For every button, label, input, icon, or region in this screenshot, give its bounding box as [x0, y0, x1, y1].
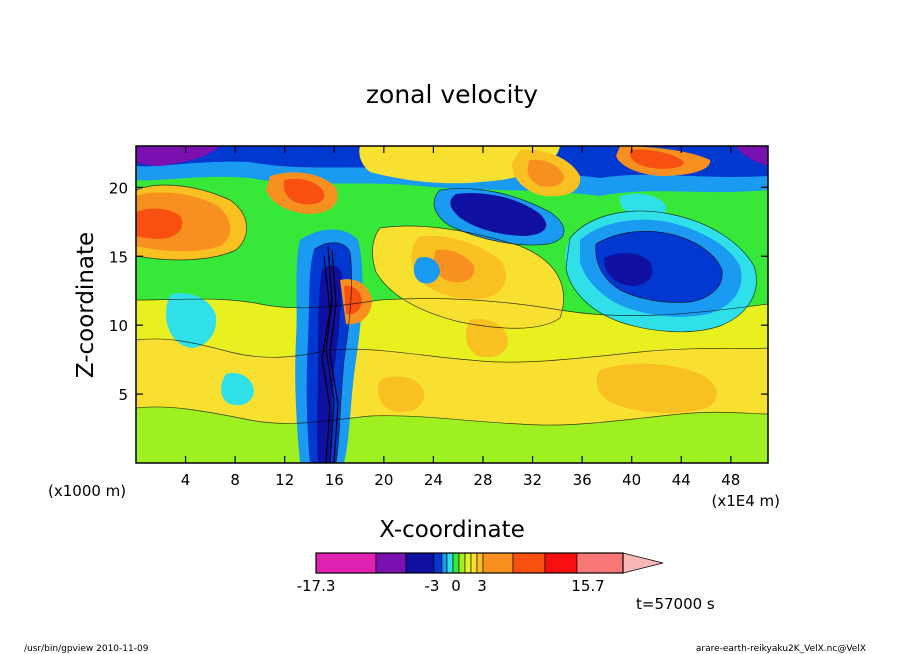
x-tick-label: 20 [374, 471, 393, 489]
colorbar-segment [470, 552, 478, 574]
colorbar-segment [464, 552, 472, 574]
footer-right: arare-earth-reikyaku2K_VelX.nc@VelX [696, 644, 866, 654]
footer-left: /usr/bin/gpview 2010-11-09 [24, 644, 149, 654]
colorbar-segment [458, 552, 466, 574]
colorbar-segment [433, 552, 443, 574]
x-axis: 4 8 12 16 20 24 28 32 36 40 44 48 [181, 146, 740, 489]
x-tick-label: 24 [424, 471, 443, 489]
plot-frame [135, 145, 769, 464]
y-tick-label: 20 [109, 179, 128, 197]
colorbar-tick-label: -3 [425, 577, 440, 595]
y-axis-label: Z-coordinate [73, 232, 99, 378]
x-tick-label: 16 [325, 471, 344, 489]
colorbar-max-label: 15.7 [571, 577, 604, 595]
colorbar-segment [576, 552, 624, 574]
x-tick-label: 28 [473, 471, 492, 489]
x-tick-label: 36 [573, 471, 592, 489]
colorbar-segment [405, 552, 435, 574]
x-axis-label: X-coordinate [379, 517, 525, 543]
colorbar-tick-label: 0 [451, 577, 461, 595]
chart-title: zonal velocity [366, 80, 538, 109]
x-tick-label: 12 [275, 471, 294, 489]
colorbar-segment [512, 552, 546, 574]
time-label: t=57000 s [636, 595, 715, 613]
y-tick-label: 5 [118, 386, 128, 404]
colorbar-arrow [622, 552, 664, 574]
colorbar-segment [482, 552, 514, 574]
plot-area [136, 146, 768, 463]
x-tick-label: 32 [523, 471, 542, 489]
colorbar-frame [315, 552, 624, 574]
colorbar-segment [544, 552, 578, 574]
colorbar-segment [441, 552, 448, 574]
x-tick-label: 48 [721, 471, 740, 489]
colorbar: -17.3 -3 0 3 15.7 [297, 552, 664, 595]
x-tick-label: 8 [230, 471, 240, 489]
colorbar-segment [315, 552, 377, 574]
colorbar-min-label: -17.3 [297, 577, 336, 595]
x-tick-label: 4 [181, 471, 191, 489]
x-unit-label: (x1E4 m) [711, 492, 780, 510]
y-unit-label: (x1000 m) [48, 482, 126, 500]
y-tick-label: 10 [109, 317, 128, 335]
colorbar-segment [476, 552, 484, 574]
colorbar-segment [375, 552, 407, 574]
colorbar-segment [452, 552, 460, 574]
y-axis: 5 10 15 20 [109, 179, 768, 404]
x-tick-label: 40 [622, 471, 641, 489]
colorbar-segment [446, 552, 454, 574]
y-tick-label: 15 [109, 248, 128, 266]
x-tick-label: 44 [672, 471, 691, 489]
colorbar-tick-label: 3 [477, 577, 487, 595]
